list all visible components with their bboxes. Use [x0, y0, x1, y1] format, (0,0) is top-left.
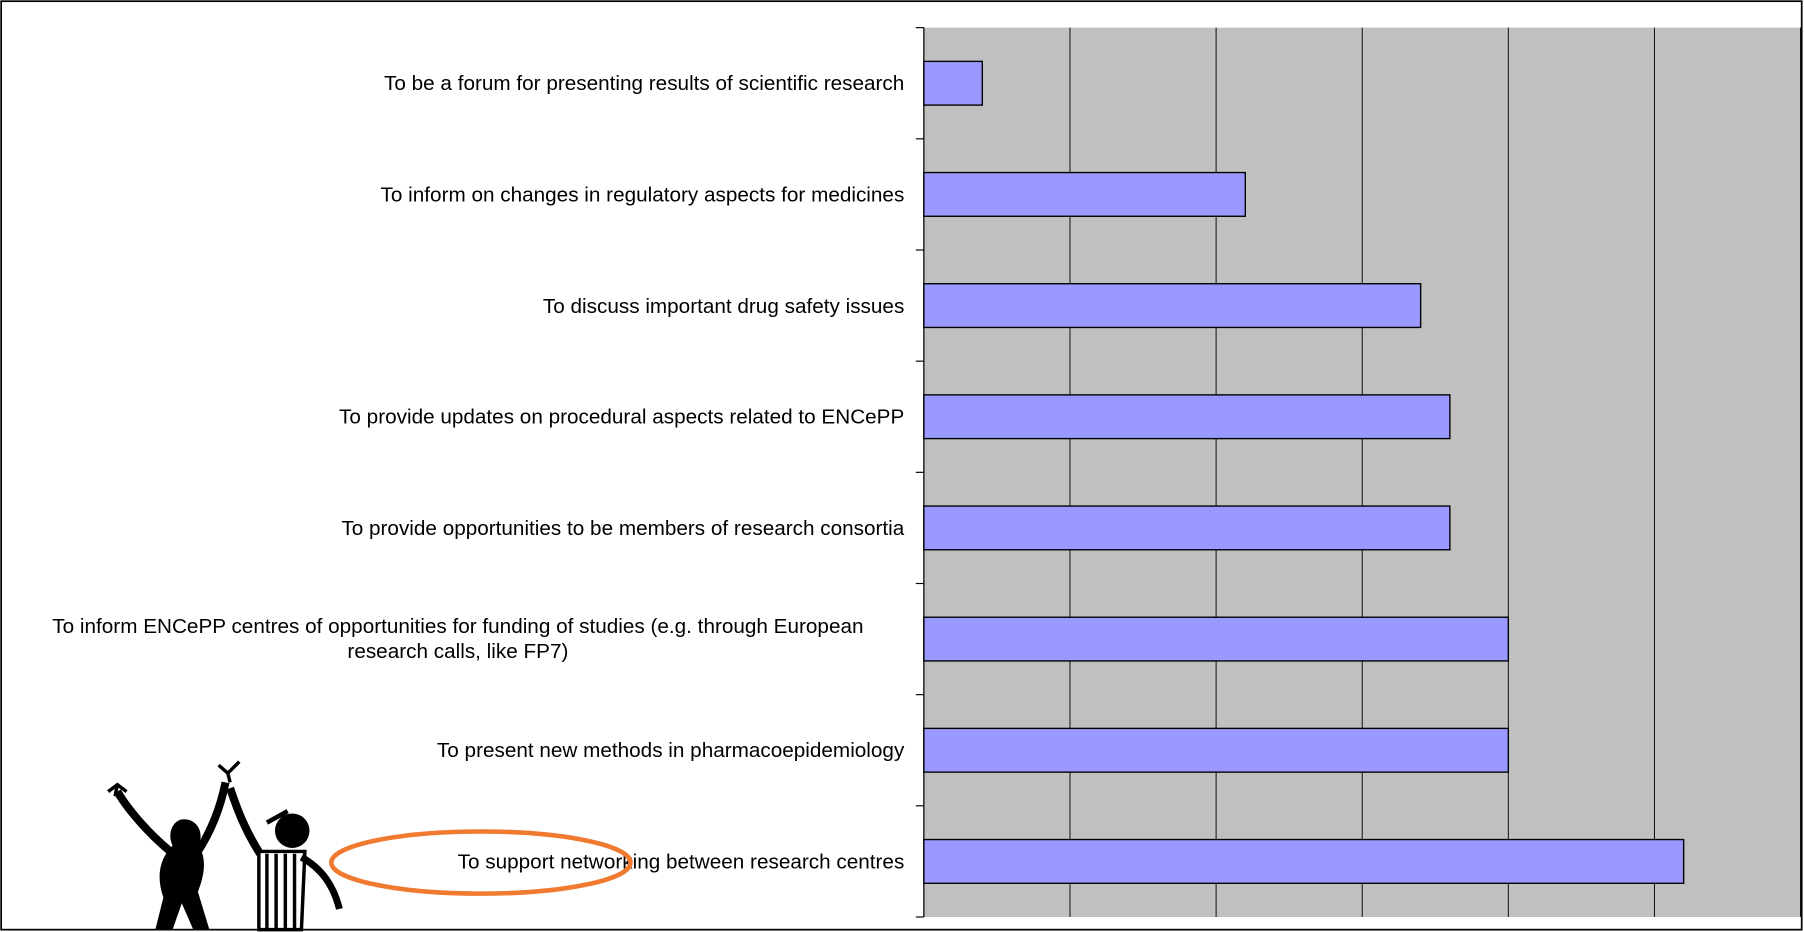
- bar: [924, 728, 1508, 772]
- chart: To be a forum for presenting results of …: [0, 0, 1804, 932]
- bar: [924, 617, 1508, 661]
- category-label-wrap: To present new methods in pharmacoepidem…: [12, 695, 905, 806]
- category-label-box: To discuss important drug safety issues: [12, 250, 905, 361]
- bar: [924, 506, 1450, 550]
- category-label-box: To provide updates on procedural aspects…: [12, 361, 905, 472]
- category-label-wrap: To provide updates on procedural aspects…: [12, 361, 905, 472]
- category-label-box: To inform ENCePP centres of opportunitie…: [12, 583, 905, 694]
- category-label: To support networking between research c…: [458, 849, 905, 874]
- bar: [924, 395, 1450, 439]
- bar: [924, 284, 1421, 328]
- bar: [924, 61, 982, 105]
- category-label-box: To present new methods in pharmacoepidem…: [12, 695, 905, 806]
- category-label-box: To provide opportunities to be members o…: [12, 472, 905, 583]
- category-label-wrap: To inform on changes in regulatory aspec…: [12, 139, 905, 250]
- bar: [924, 173, 1245, 217]
- category-label: To discuss important drug safety issues: [543, 293, 904, 318]
- category-label: To inform on changes in regulatory aspec…: [381, 182, 905, 207]
- category-label-wrap: To discuss important drug safety issues: [12, 250, 905, 361]
- category-label: To provide updates on procedural aspects…: [339, 404, 904, 429]
- category-label: To be a forum for presenting results of …: [384, 71, 904, 96]
- category-label: To provide opportunities to be members o…: [341, 515, 904, 540]
- category-label-box: To be a forum for presenting results of …: [12, 28, 905, 139]
- category-label-wrap: To be a forum for presenting results of …: [12, 28, 905, 139]
- category-label-wrap: To provide opportunities to be members o…: [12, 472, 905, 583]
- bar: [924, 840, 1684, 884]
- category-label: To inform ENCePP centres of opportunitie…: [12, 614, 905, 665]
- category-label-box: To inform on changes in regulatory aspec…: [12, 139, 905, 250]
- category-label-wrap: To inform ENCePP centres of opportunitie…: [12, 583, 905, 694]
- category-label: To present new methods in pharmacoepidem…: [437, 738, 904, 763]
